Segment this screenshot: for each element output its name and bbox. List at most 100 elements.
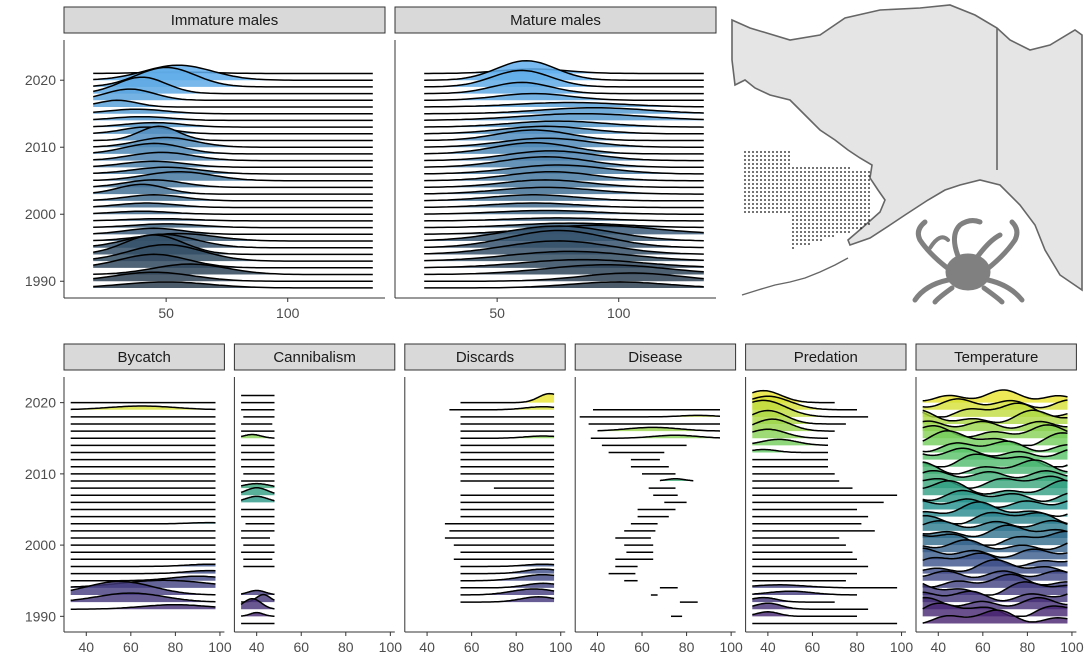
station-dot (804, 235, 806, 237)
station-dot (764, 171, 766, 173)
station-dot (868, 223, 870, 225)
station-dot (792, 243, 794, 245)
station-dot (788, 171, 790, 173)
station-dot (868, 175, 870, 177)
strip-label: Bycatch (118, 349, 171, 366)
station-dot (856, 183, 858, 185)
station-dot (832, 183, 834, 185)
station-dot (824, 199, 826, 201)
station-dot (864, 203, 866, 205)
station-dot (808, 195, 810, 197)
station-dot (812, 223, 814, 225)
ridge-line-1995 (922, 570, 1068, 579)
station-dot (828, 203, 830, 205)
station-dot (860, 219, 862, 221)
ridge-line-1991 (70, 603, 216, 610)
station-dot (824, 167, 826, 169)
station-dot (784, 163, 786, 165)
station-dot (844, 179, 846, 181)
ridge-fill-2012 (922, 448, 1068, 460)
station-dot (804, 167, 806, 169)
ridge-line-1994 (93, 234, 373, 256)
station-dot (768, 187, 770, 189)
station-dot (776, 155, 778, 157)
station-dot (772, 163, 774, 165)
station-dot (760, 179, 762, 181)
ridge-fill-2008 (424, 150, 704, 161)
station-dot (744, 195, 746, 197)
station-dot (832, 235, 834, 237)
station-dot (836, 203, 838, 205)
ridge-line-2019 (70, 405, 216, 411)
station-dot (756, 167, 758, 169)
ridge-line-2013 (93, 121, 373, 128)
strip-temperature (915, 343, 1077, 371)
ridge-line-2016 (424, 101, 704, 108)
station-dot (828, 211, 830, 213)
station-dot (752, 207, 754, 209)
station-dot (800, 171, 802, 173)
ridge-fill-2015 (752, 429, 829, 439)
station-dot (804, 191, 806, 193)
station-dot (852, 223, 854, 225)
station-dot (768, 159, 770, 161)
station-dot (800, 167, 802, 169)
station-dot (800, 183, 802, 185)
y-tick-label: 2020 (25, 395, 56, 411)
station-dot (788, 163, 790, 165)
station-dot (804, 199, 806, 201)
ridge-line-1998 (922, 547, 1068, 559)
ridge-fill-1990 (93, 272, 373, 282)
station-dot (784, 199, 786, 201)
crab-leg (981, 285, 1005, 305)
station-dot (764, 187, 766, 189)
station-dot (808, 215, 810, 217)
station-dot (840, 183, 842, 185)
station-dot (816, 219, 818, 221)
ridge-line-1989 (922, 609, 1068, 624)
station-dot (828, 207, 830, 209)
station-dot (808, 227, 810, 229)
station-dot (776, 175, 778, 177)
station-dot (816, 191, 818, 193)
y-tick-label: 2020 (25, 72, 56, 88)
ridge-fill-1994 (424, 240, 704, 255)
station-dot (752, 183, 754, 185)
station-dot (836, 227, 838, 229)
station-dot (816, 223, 818, 225)
station-dot (768, 171, 770, 173)
station-dot (752, 203, 754, 205)
station-dot (868, 179, 870, 181)
station-dot (800, 175, 802, 177)
station-dot (760, 155, 762, 157)
ridge-line-2007 (424, 156, 704, 169)
ridge-line-2018 (579, 414, 721, 418)
ridge-line-2015 (590, 434, 721, 440)
station-dot (784, 183, 786, 185)
ridge-line-1998 (424, 222, 704, 229)
station-dot (796, 179, 798, 181)
station-dot (808, 199, 810, 201)
station-dot (756, 191, 758, 193)
crab-leg (975, 232, 1003, 259)
station-dot (796, 239, 798, 241)
station-dot (868, 219, 870, 221)
station-dot (824, 235, 826, 237)
ridge-line-2001 (922, 524, 1068, 538)
station-dot (800, 219, 802, 221)
station-dot (816, 239, 818, 241)
station-dot (820, 183, 822, 185)
station-dot (856, 207, 858, 209)
station-dot (812, 195, 814, 197)
station-dot (852, 175, 854, 177)
ridge-line-2002 (922, 519, 1068, 529)
station-dot (772, 151, 774, 153)
station-dot (780, 183, 782, 185)
station-dot (848, 171, 850, 173)
station-dot (840, 231, 842, 233)
station-dot (808, 203, 810, 205)
station-dot (824, 191, 826, 193)
station-dot (760, 199, 762, 201)
station-dot (836, 199, 838, 201)
